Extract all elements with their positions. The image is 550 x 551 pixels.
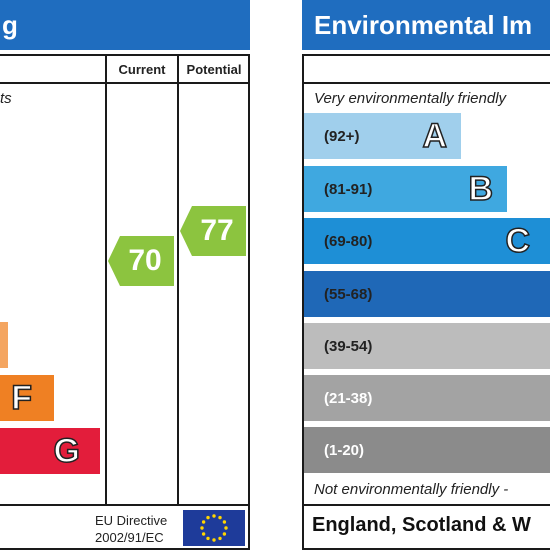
band-c-range: (69-80) bbox=[324, 232, 373, 250]
eu-directive-line1: EU Directive bbox=[95, 513, 168, 528]
band-e-partial bbox=[0, 322, 8, 368]
band-c-letter: C bbox=[505, 221, 531, 261]
band-e: (39-54) bbox=[304, 323, 550, 369]
band-b-letter: B bbox=[468, 169, 494, 209]
current-rating-arrow: 70 bbox=[108, 236, 174, 286]
eu-flag-icon bbox=[183, 510, 245, 546]
band-d-range: (55-68) bbox=[324, 285, 373, 303]
current-column-divider bbox=[105, 54, 107, 506]
potential-column-divider bbox=[177, 54, 179, 506]
eu-directive-line2: 2002/91/EC bbox=[95, 530, 164, 545]
eu-directive-text: EU Directive 2002/91/EC bbox=[95, 512, 167, 546]
band-b: (81-91) B bbox=[304, 166, 507, 212]
band-e-range: (39-54) bbox=[324, 337, 373, 355]
band-a-letter: A bbox=[422, 116, 448, 156]
band-g: G bbox=[0, 428, 100, 474]
band-g-env: (1-20) bbox=[304, 427, 550, 473]
left-panel-frame bbox=[0, 54, 250, 550]
right-top-caption: Very environmentally friendly bbox=[314, 90, 507, 107]
right-bottom-caption: Not environmentally friendly - bbox=[314, 481, 509, 498]
right-panel-header: Environmental Im bbox=[302, 0, 550, 50]
right-footer-divider bbox=[302, 504, 550, 506]
band-g-env-range: (1-20) bbox=[324, 441, 365, 459]
band-f: F bbox=[0, 375, 54, 421]
left-panel-header: g bbox=[0, 0, 250, 50]
band-c: (69-80) C bbox=[304, 218, 550, 264]
country-footer: England, Scotland & W bbox=[312, 514, 531, 536]
left-panel-title: g bbox=[2, 10, 18, 40]
band-a-range: (92+) bbox=[324, 127, 360, 145]
band-d: (55-68) bbox=[304, 271, 550, 317]
current-column-header: Current bbox=[118, 62, 166, 77]
band-a: (92+) A bbox=[304, 113, 461, 159]
potential-rating-arrow: 77 bbox=[180, 206, 246, 256]
band-f-letter: F bbox=[10, 378, 32, 418]
left-footer-divider bbox=[0, 504, 250, 506]
left-top-caption: ts bbox=[0, 90, 12, 107]
right-panel-frame bbox=[302, 54, 550, 550]
potential-rating-value: 77 bbox=[200, 214, 234, 247]
band-b-range: (81-91) bbox=[324, 180, 373, 198]
right-panel-title: Environmental Im bbox=[314, 10, 533, 40]
band-f-env-range: (21-38) bbox=[324, 389, 373, 407]
band-f-env: (21-38) bbox=[304, 375, 550, 421]
current-rating-value: 70 bbox=[128, 244, 162, 277]
left-header-divider bbox=[0, 82, 250, 84]
potential-column-header: Potential bbox=[186, 62, 242, 77]
right-header-divider bbox=[302, 82, 550, 84]
band-g-letter: G bbox=[53, 431, 81, 471]
